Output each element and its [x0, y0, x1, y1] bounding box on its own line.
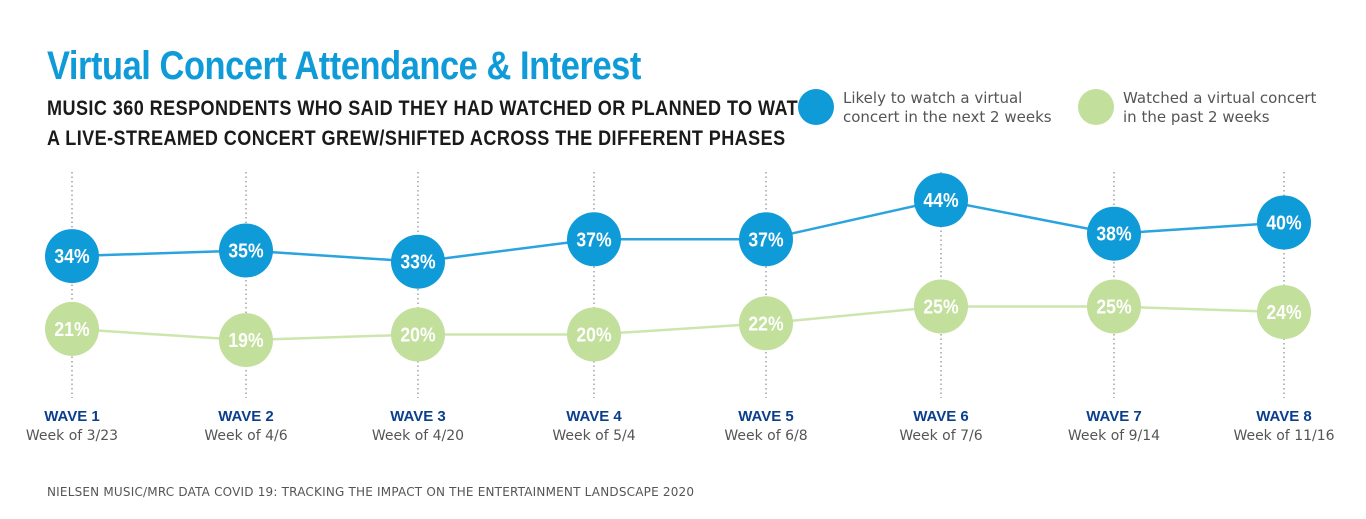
point-likely-wave-5 [739, 212, 793, 267]
point-likely-wave-1 [45, 229, 99, 284]
point-watched-wave-7 [1087, 279, 1141, 334]
point-likely-wave-3 [391, 234, 445, 289]
x-tick-sublabel-wave-8: Week of 11/16 [1233, 428, 1334, 444]
data-label-watched-wave-3: 20% [400, 323, 435, 345]
x-tick-sublabel-wave-1: Week of 3/23 [26, 428, 118, 444]
series-line-likely [71, 198, 1285, 263]
data-label-likely-wave-1: 34% [54, 245, 89, 267]
series-line-watched [71, 305, 1285, 342]
data-label-likely-wave-3: 33% [400, 251, 435, 273]
point-likely-wave-7 [1087, 206, 1141, 261]
x-tick-sublabel-wave-3: Week of 4/20 [372, 428, 464, 444]
x-tick-sublabel-wave-2: Week of 4/6 [204, 428, 287, 444]
point-watched-wave-1 [45, 301, 99, 356]
subtitle-line-1: MUSIC 360 RESPONDENTS WHO SAID THEY HAD … [47, 97, 826, 120]
x-tick-sublabel-wave-4: Week of 5/4 [552, 428, 635, 444]
x-tick-label-wave-7: WAVE 7 [1086, 408, 1142, 425]
x-tick-label-wave-1: WAVE 1 [44, 408, 100, 425]
x-tick-label-wave-2: WAVE 2 [218, 408, 274, 425]
x-tick-sublabel-wave-7: Week of 9/14 [1068, 428, 1160, 444]
point-likely-wave-4 [567, 212, 621, 267]
point-watched-wave-3 [391, 307, 445, 362]
legend-swatch-watched [1078, 89, 1114, 125]
data-label-likely-wave-6: 44% [923, 189, 958, 211]
point-likely-wave-8 [1257, 195, 1311, 250]
data-label-watched-wave-1: 21% [54, 318, 89, 340]
x-tick-label-wave-8: WAVE 8 [1256, 408, 1312, 425]
legend-swatch-likely [798, 89, 834, 125]
point-watched-wave-8 [1257, 285, 1311, 340]
point-likely-wave-6 [914, 173, 968, 228]
legend-label-likely: Likely to watch a virtual concert in the… [843, 89, 1052, 126]
x-tick-label-wave-6: WAVE 6 [913, 408, 969, 425]
data-label-watched-wave-6: 25% [923, 295, 958, 317]
x-tick-sublabel-wave-5: Week of 6/8 [724, 428, 807, 444]
source-footer: NIELSEN MUSIC/MRC DATA COVID 19: TRACKIN… [47, 485, 695, 499]
data-label-likely-wave-8: 40% [1266, 211, 1301, 233]
data-label-likely-wave-4: 37% [576, 228, 611, 250]
data-label-watched-wave-4: 20% [576, 323, 611, 345]
chart-subtitle: MUSIC 360 RESPONDENTS WHO SAID THEY HAD … [47, 94, 825, 154]
x-tick-label-wave-3: WAVE 3 [390, 408, 446, 425]
data-label-watched-wave-7: 25% [1096, 295, 1131, 317]
point-watched-wave-6 [914, 279, 968, 334]
data-label-watched-wave-5: 22% [748, 312, 783, 334]
line-chart: 34% 35% 33% 37% 37% 44% 38% 40% 21% 19% 20% 20% 22% 2… [26, 172, 1335, 444]
chart-title: Virtual Concert Attendance & Interest [47, 44, 641, 88]
point-likely-wave-2 [219, 223, 273, 278]
subtitle-line-2: A LIVE-STREAMED CONCERT GREW/SHIFTED ACR… [47, 127, 786, 150]
point-watched-wave-2 [219, 313, 273, 368]
x-tick-label-wave-5: WAVE 5 [738, 408, 794, 425]
x-tick-sublabel-wave-6: Week of 7/6 [899, 428, 982, 444]
data-label-watched-wave-8: 24% [1266, 301, 1301, 323]
data-label-likely-wave-7: 38% [1096, 223, 1131, 245]
data-label-likely-wave-5: 37% [748, 228, 783, 250]
x-tick-label-wave-4: WAVE 4 [566, 408, 622, 425]
point-watched-wave-5 [739, 296, 793, 351]
point-watched-wave-4 [567, 307, 621, 362]
data-label-watched-wave-2: 19% [228, 329, 263, 351]
legend-label-watched: Watched a virtual concert in the past 2 … [1123, 89, 1317, 126]
data-label-likely-wave-2: 35% [228, 239, 263, 261]
